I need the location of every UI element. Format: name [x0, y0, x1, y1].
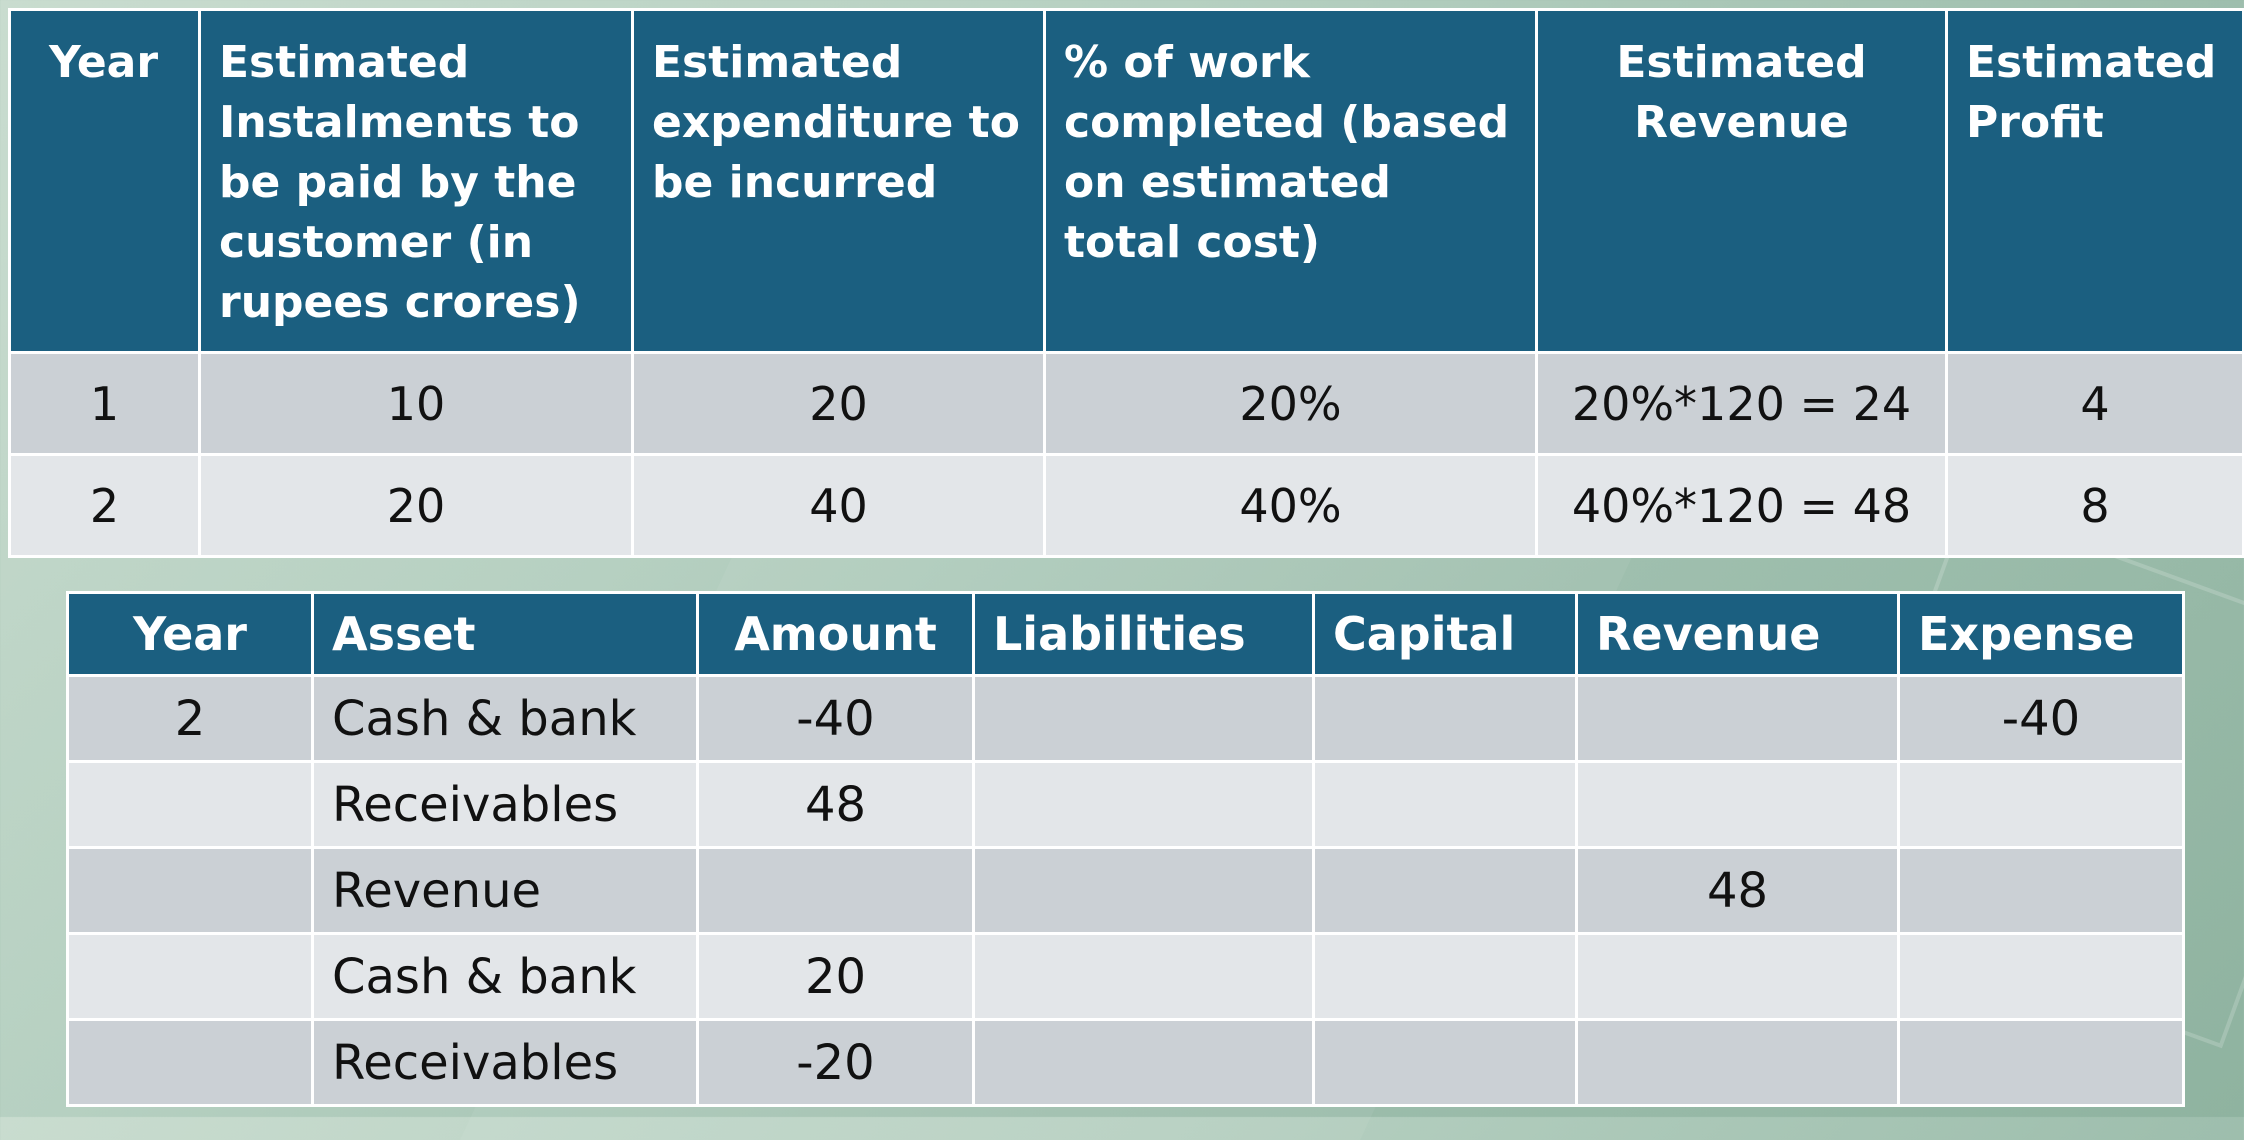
cell-liabilities: [972, 932, 1315, 1021]
cell-capital: [1312, 846, 1578, 935]
cell-revenue: [1575, 932, 1900, 1021]
cell-expenditure: 40: [631, 453, 1046, 558]
cell-amount: [696, 846, 975, 935]
table-row: 1 10 20 20% 20%*120 = 24 4: [8, 351, 2244, 456]
cell-capital: [1312, 674, 1578, 763]
cell-revenue: [1575, 674, 1900, 763]
cell-amount: -40: [696, 674, 975, 763]
table-row: 2 Cash & bank -40 -40: [66, 674, 2185, 763]
cell-expenditure: 20: [631, 351, 1046, 456]
header-estimated-revenue: Estimated Revenue: [1535, 8, 1948, 354]
header-estimated-instalments: Estimated Instalments to be paid by the …: [198, 8, 634, 354]
cell-asset: Receivables: [311, 1018, 699, 1107]
header-expense: Expense: [1897, 591, 2185, 677]
cell-capital: [1312, 932, 1578, 1021]
cell-revenue: 48: [1575, 846, 1900, 935]
cell-year: 1: [8, 351, 201, 456]
table-row: Receivables 48: [66, 760, 2185, 849]
cell-amount: -20: [696, 1018, 975, 1107]
cell-year: [66, 1018, 314, 1107]
cell-year: 2: [8, 453, 201, 558]
cell-asset: Receivables: [311, 760, 699, 849]
cell-amount: 20: [696, 932, 975, 1021]
cell-instalments: 10: [198, 351, 634, 456]
header-liabilities: Liabilities: [972, 591, 1315, 677]
cell-liabilities: [972, 674, 1315, 763]
cell-capital: [1312, 760, 1578, 849]
cell-asset: Cash & bank: [311, 932, 699, 1021]
table-header-row: Year Asset Amount Liabilities Capital Re…: [66, 591, 2185, 677]
cell-expense: [1897, 846, 2185, 935]
cell-year: 2: [66, 674, 314, 763]
cell-expense: [1897, 1018, 2185, 1107]
cell-revenue: [1575, 1018, 1900, 1107]
cell-profit: 8: [1945, 453, 2244, 558]
cell-profit: 4: [1945, 351, 2244, 456]
table-row: Revenue 48: [66, 846, 2185, 935]
header-revenue: Revenue: [1575, 591, 1900, 677]
header-estimated-expenditure: Estimated expenditure to be incurred: [631, 8, 1046, 354]
cell-liabilities: [972, 1018, 1315, 1107]
cell-capital: [1312, 1018, 1578, 1107]
cell-year: [66, 846, 314, 935]
cell-instalments: 20: [198, 453, 634, 558]
cell-revenue: 40%*120 = 48: [1535, 453, 1948, 558]
header-year: Year: [8, 8, 201, 354]
cell-expense: -40: [1897, 674, 2185, 763]
header-amount: Amount: [696, 591, 975, 677]
cell-liabilities: [972, 846, 1315, 935]
cell-amount: 48: [696, 760, 975, 849]
header-year: Year: [66, 591, 314, 677]
header-percent-work-completed: % of work completed (based on estimated …: [1043, 8, 1538, 354]
cell-expense: [1897, 760, 2185, 849]
table-row: Receivables -20: [66, 1018, 2185, 1107]
header-asset: Asset: [311, 591, 699, 677]
cell-asset: Revenue: [311, 846, 699, 935]
table-header-row: Year Estimated Instalments to be paid by…: [8, 8, 2244, 354]
contract-estimates-table: Year Estimated Instalments to be paid by…: [8, 8, 2244, 558]
cell-asset: Cash & bank: [311, 674, 699, 763]
accounting-equation-table: Year Asset Amount Liabilities Capital Re…: [66, 591, 2185, 1107]
cell-liabilities: [972, 760, 1315, 849]
cell-revenue: 20%*120 = 24: [1535, 351, 1948, 456]
cell-work-completed: 20%: [1043, 351, 1538, 456]
cell-work-completed: 40%: [1043, 453, 1538, 558]
header-capital: Capital: [1312, 591, 1578, 677]
table-row: 2 20 40 40% 40%*120 = 48 8: [8, 453, 2244, 558]
table-row: Cash & bank 20: [66, 932, 2185, 1021]
cell-revenue: [1575, 760, 1900, 849]
header-estimated-profit: Estimated Profit: [1945, 8, 2244, 354]
cell-year: [66, 760, 314, 849]
cell-year: [66, 932, 314, 1021]
cell-expense: [1897, 932, 2185, 1021]
